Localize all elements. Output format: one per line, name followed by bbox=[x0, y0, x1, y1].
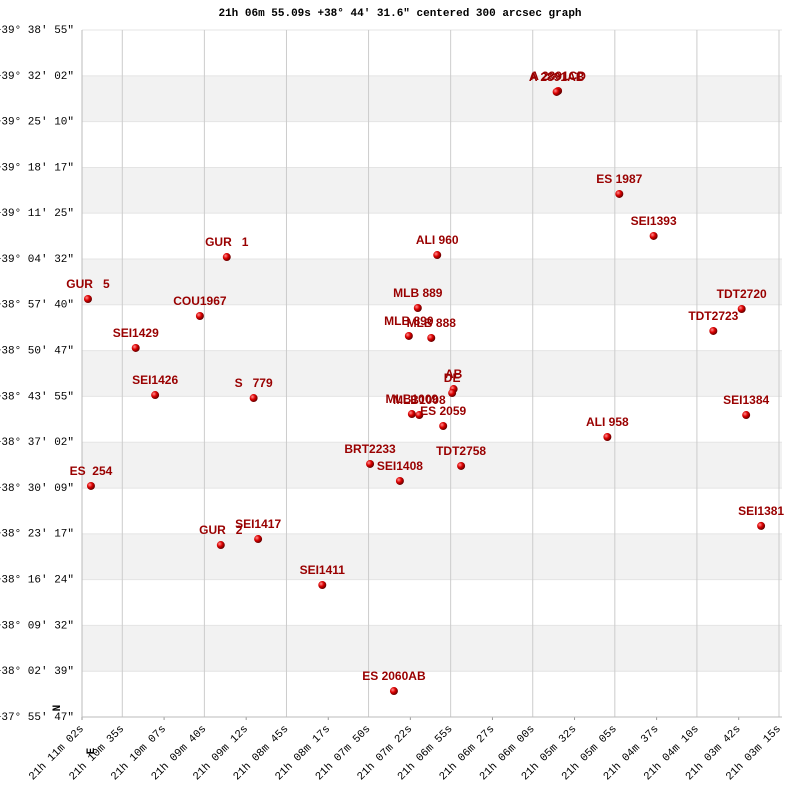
star-label: GUR 2 bbox=[199, 523, 243, 537]
y-tick-label: +37° 55' 47" bbox=[0, 712, 74, 724]
y-tick-label: +39° 04' 32" bbox=[0, 254, 74, 266]
star-point bbox=[131, 343, 140, 352]
star-point bbox=[415, 411, 424, 420]
star-point bbox=[254, 535, 263, 544]
star-point bbox=[448, 389, 457, 398]
east-label: E bbox=[86, 747, 98, 754]
star-point bbox=[395, 476, 404, 485]
star-point bbox=[404, 331, 413, 340]
star-point bbox=[457, 461, 466, 470]
star-label: GUR 1 bbox=[205, 235, 249, 249]
star-label: SEI1429 bbox=[113, 326, 159, 340]
star-point bbox=[318, 580, 327, 589]
band bbox=[82, 167, 782, 214]
band bbox=[82, 350, 782, 397]
star-label: COU1967 bbox=[173, 294, 227, 308]
star-label: GUR 5 bbox=[66, 277, 110, 291]
y-tick-label: +38° 43' 55" bbox=[0, 391, 74, 403]
star-label: DE bbox=[444, 371, 461, 385]
star-label: MLB 888 bbox=[407, 316, 457, 330]
y-tick-label: +39° 25' 10" bbox=[0, 116, 74, 128]
star-point bbox=[603, 433, 612, 442]
y-tick-label: +38° 16' 24" bbox=[0, 575, 74, 587]
star-label: MLB 889 bbox=[393, 286, 443, 300]
band bbox=[82, 75, 782, 122]
y-tick-label: +38° 23' 17" bbox=[0, 529, 74, 541]
band bbox=[82, 625, 782, 672]
chart-title: 21h 06m 55.09s +38° 44′ 31.6" centered 3… bbox=[218, 8, 581, 20]
star-point bbox=[407, 410, 416, 419]
y-tick-label: +38° 30' 09" bbox=[0, 483, 74, 495]
star-label: MLB1008 bbox=[393, 393, 446, 407]
star-label: ES 1987 bbox=[596, 172, 642, 186]
star-point bbox=[151, 391, 160, 400]
star-point bbox=[737, 304, 746, 313]
star-point bbox=[552, 87, 561, 96]
star-point bbox=[757, 521, 766, 530]
star-point bbox=[427, 333, 436, 342]
star-label: TDT2758 bbox=[436, 444, 486, 458]
star-label: BRT2233 bbox=[344, 442, 396, 456]
y-tick-label: +38° 50' 47" bbox=[0, 346, 74, 358]
y-tick-label: +38° 09' 32" bbox=[0, 620, 74, 632]
star-point bbox=[86, 481, 95, 490]
star-point bbox=[222, 253, 231, 262]
star-label: MLB1009 bbox=[385, 392, 438, 406]
star-point bbox=[439, 422, 448, 431]
star-label: SEI1381 bbox=[738, 504, 784, 518]
star-point bbox=[615, 189, 624, 198]
star-point bbox=[389, 687, 398, 696]
y-tick-label: +39° 38' 55" bbox=[0, 25, 74, 37]
star-label: SEI1408 bbox=[377, 459, 423, 473]
star-point bbox=[366, 459, 375, 468]
star-label: TDT2720 bbox=[717, 287, 767, 301]
star-label: ES 2060AB bbox=[362, 669, 426, 683]
star-label: SEI1426 bbox=[132, 373, 178, 387]
star-label: ALI 958 bbox=[586, 415, 629, 429]
band bbox=[82, 442, 782, 489]
star-point bbox=[83, 295, 92, 304]
north-label: N bbox=[52, 705, 64, 712]
star-point bbox=[413, 303, 422, 312]
band bbox=[82, 533, 782, 580]
y-tick-label: +39° 32' 02" bbox=[0, 71, 74, 83]
star-label: SEI1411 bbox=[300, 563, 346, 577]
star-point bbox=[742, 411, 751, 420]
star-label: SEI1384 bbox=[723, 393, 769, 407]
star-point bbox=[649, 231, 658, 240]
star-label: ALI 960 bbox=[416, 233, 459, 247]
star-point bbox=[195, 311, 204, 320]
star-label: MLB 890 bbox=[384, 314, 434, 328]
star-label: A 2891AB bbox=[529, 70, 585, 84]
star-label: SEI1417 bbox=[235, 517, 281, 531]
star-point bbox=[249, 394, 258, 403]
star-label: S 779 bbox=[235, 376, 273, 390]
y-tick-label: +38° 02' 39" bbox=[0, 666, 74, 678]
y-tick-label: +38° 57' 40" bbox=[0, 300, 74, 312]
star-point bbox=[216, 541, 225, 550]
star-label: SEI1393 bbox=[631, 214, 677, 228]
y-tick-label: +39° 18' 17" bbox=[0, 162, 74, 174]
star-point bbox=[433, 251, 442, 260]
star-label: A 2891CD bbox=[530, 69, 586, 83]
star-label: AB bbox=[445, 367, 463, 381]
y-tick-label: +38° 37' 02" bbox=[0, 437, 74, 449]
star-point bbox=[709, 326, 718, 335]
star-label: TDT2723 bbox=[688, 309, 738, 323]
band bbox=[82, 259, 782, 305]
star-label: ES 254 bbox=[70, 464, 113, 478]
star-label: ES 2059 bbox=[420, 404, 466, 418]
y-tick-label: +39° 11' 25" bbox=[0, 208, 74, 220]
